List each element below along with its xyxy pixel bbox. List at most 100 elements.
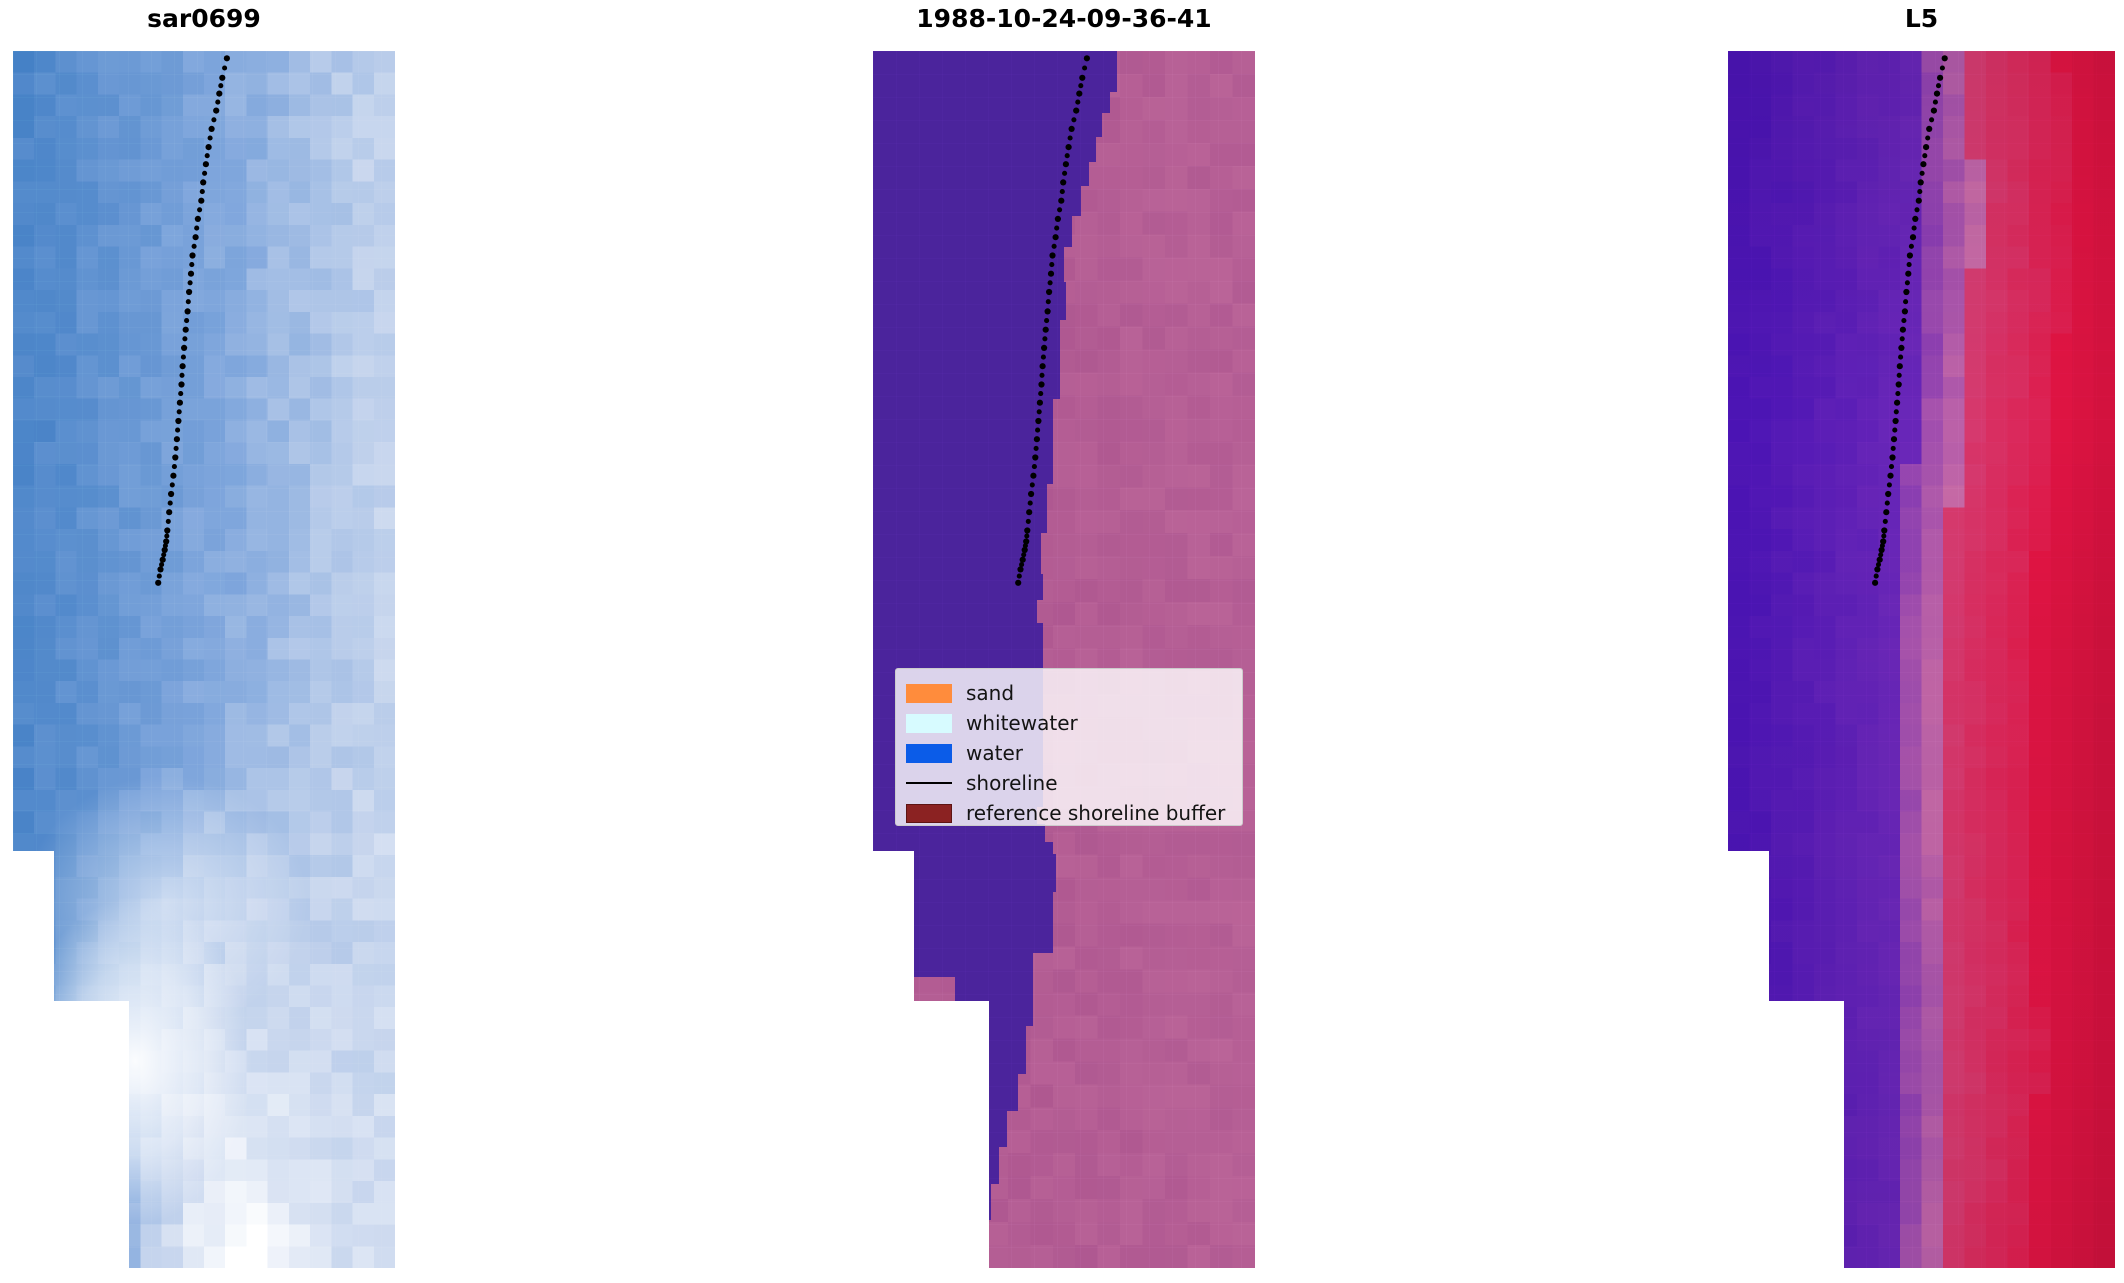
water-class-step: [873, 318, 1061, 363]
water-class-step: [873, 574, 1043, 600]
shoreline-point: [1888, 464, 1895, 470]
legend-item-shoreline[interactable]: shoreline: [906, 768, 1230, 798]
shoreline-point: [1894, 399, 1901, 406]
shoreline-point: [1905, 270, 1912, 277]
shoreline-point: [1033, 445, 1039, 451]
shoreline-point: [1058, 197, 1065, 204]
shoreline-point: [167, 500, 173, 506]
shoreline-point: [1057, 207, 1063, 213]
shoreline-point: [1021, 552, 1027, 558]
legend-label-shoreline: shoreline: [966, 771, 1058, 795]
shoreline-point: [197, 207, 203, 213]
water-class-step: [873, 136, 1097, 162]
shoreline-point: [176, 399, 183, 406]
legend-item-reference-buffer[interactable]: reference shoreline buffer: [906, 798, 1230, 828]
shoreline-point: [1082, 65, 1088, 71]
shoreline-point: [186, 288, 193, 296]
shoreline-point: [1047, 280, 1053, 286]
shoreline-point: [1915, 197, 1922, 204]
shoreline-point: [1038, 391, 1044, 397]
shoreline-point: [1036, 399, 1043, 406]
shoreline-point: [1041, 344, 1048, 351]
shoreline-point: [1922, 153, 1928, 159]
legend-item-water[interactable]: water: [906, 738, 1230, 768]
shoreline-point: [1078, 83, 1084, 89]
shoreline-point: [1890, 436, 1898, 443]
shoreline-point: [1024, 533, 1030, 539]
shoreline-point: [182, 326, 189, 333]
shoreline-point: [1019, 562, 1025, 568]
panel-title-datetime: 1988-10-24-09-36-41: [916, 4, 1212, 33]
shoreline-point: [1887, 472, 1894, 479]
shoreline-point: [1038, 381, 1045, 388]
map-legend[interactable]: sand whitewater water shoreline referenc…: [895, 668, 1243, 826]
shoreline-point: [1042, 336, 1048, 342]
shoreline-point: [1046, 288, 1053, 296]
shoreline-point: [1886, 482, 1892, 488]
shoreline-point: [1878, 546, 1885, 554]
shoreline-point: [1023, 538, 1030, 545]
shoreline-point: [182, 336, 188, 342]
legend-item-sand[interactable]: sand: [906, 678, 1230, 708]
shoreline-point: [1049, 262, 1055, 268]
raster-axes-classification[interactable]: [873, 51, 1255, 1268]
shoreline-point: [165, 518, 171, 524]
shoreline-point: [199, 189, 205, 195]
shoreline-point: [1083, 55, 1090, 62]
legend-swatch-water: [906, 743, 952, 763]
shoreline-point: [1873, 573, 1879, 579]
shoreline-point: [187, 280, 193, 286]
shoreline-point: [170, 472, 177, 479]
raster-axes-sar[interactable]: [13, 51, 395, 1268]
shoreline-point: [1076, 90, 1083, 97]
shoreline-point: [1051, 243, 1057, 249]
shoreline-point: [1914, 207, 1920, 213]
shoreline-point: [1911, 225, 1917, 231]
water-class-step: [873, 111, 1103, 138]
shoreline-point: [1033, 436, 1040, 443]
shoreline-point: [172, 454, 179, 461]
shoreline-point: [191, 243, 197, 249]
shoreline-point: [156, 573, 162, 579]
shoreline-point: [1923, 144, 1930, 151]
shoreline-point: [218, 83, 224, 89]
shoreline-point: [169, 482, 175, 488]
water-class-step: [873, 184, 1082, 217]
shoreline-point: [164, 533, 170, 539]
shoreline-point: [1895, 391, 1901, 397]
shoreline-point: [1906, 252, 1913, 259]
shoreline-point: [175, 417, 182, 425]
shoreline-point: [185, 299, 191, 305]
legend-swatch-reference-buffer: [906, 803, 952, 823]
shoreline-point: [161, 552, 167, 558]
shoreline-point: [1052, 234, 1059, 241]
shoreline-point: [194, 215, 201, 222]
shoreline-overlay-classification: [1015, 55, 1090, 586]
shoreline-point: [1896, 372, 1902, 378]
shoreline-point: [1937, 74, 1944, 81]
shoreline-point: [1040, 354, 1046, 360]
shoreline-point: [1062, 161, 1069, 168]
shoreline-point: [1878, 552, 1884, 558]
shoreline-point: [1903, 299, 1909, 305]
shoreline-point: [215, 99, 221, 105]
shoreline-point: [1903, 288, 1910, 296]
legend-swatch-shoreline: [906, 782, 952, 784]
shoreline-point: [1917, 189, 1923, 195]
shoreline-point: [1017, 566, 1024, 573]
raster-axes-l5[interactable]: [1728, 51, 2115, 1268]
shoreline-point: [1030, 472, 1037, 479]
shoreline-point: [1919, 170, 1925, 176]
shoreline-point: [1874, 566, 1881, 573]
legend-item-whitewater[interactable]: whitewater: [906, 708, 1230, 738]
shoreline-point: [1909, 234, 1917, 241]
legend-swatch-sand: [906, 683, 952, 703]
shoreline-point: [1059, 189, 1065, 195]
legend-label-sand: sand: [966, 681, 1015, 705]
shoreline-point: [1064, 153, 1070, 159]
shoreline-point: [1039, 363, 1046, 370]
shoreline-point: [1884, 500, 1890, 506]
shoreline-point: [1872, 579, 1879, 586]
shoreline-point: [181, 344, 188, 351]
